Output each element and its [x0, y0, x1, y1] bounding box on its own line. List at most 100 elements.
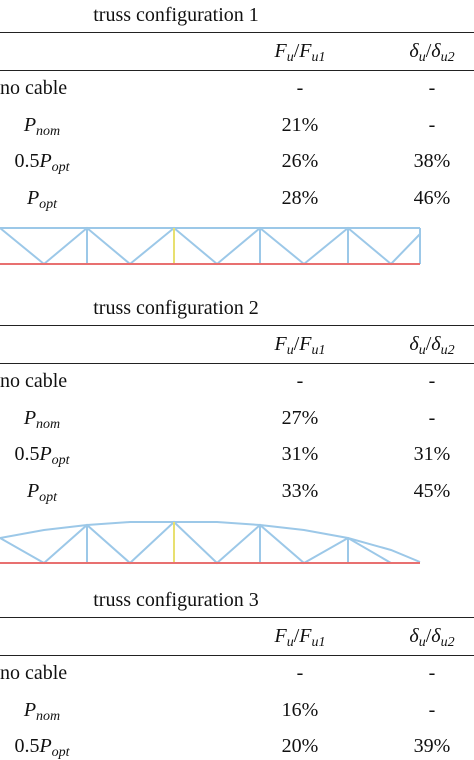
- symbol: F: [299, 625, 312, 647]
- separator: /: [293, 333, 300, 355]
- symbol: F: [274, 40, 287, 62]
- coefficient: 0.5: [14, 150, 40, 172]
- cell-value: -: [428, 407, 436, 429]
- cell-value: -: [428, 114, 436, 136]
- row-label: Pnom: [23, 113, 61, 139]
- subscript: u2: [440, 50, 455, 65]
- subscript: nom: [36, 417, 61, 432]
- subscript: nom: [36, 709, 61, 724]
- cell-value: -: [428, 662, 436, 684]
- row-label: Popt: [26, 479, 58, 505]
- row-label: Popt: [26, 186, 58, 212]
- cell-value: 21%: [281, 114, 319, 136]
- subscript: opt: [51, 745, 70, 760]
- symbol: P: [23, 699, 37, 721]
- cell-value: 27%: [281, 407, 319, 429]
- subscript: u: [286, 635, 294, 650]
- column-header: Fu/Fu1: [274, 39, 326, 65]
- coefficient: 0.5: [14, 443, 40, 465]
- symbol: P: [39, 443, 52, 465]
- rule: [0, 325, 474, 326]
- cell-value: 28%: [281, 187, 319, 209]
- symbol: P: [39, 150, 52, 172]
- row-label: Pnom: [23, 698, 61, 724]
- truss-2-drawing: [0, 520, 421, 565]
- subscript: u: [418, 343, 426, 358]
- cell-value: -: [428, 699, 436, 721]
- subscript: u2: [440, 343, 455, 358]
- rule: [0, 655, 474, 656]
- cell-value: 26%: [281, 150, 319, 172]
- section-title: truss configuration 3: [93, 589, 259, 611]
- truss-1-drawing: [0, 226, 421, 266]
- row-label: 0.5Popt: [14, 442, 70, 468]
- row-label: 0.5Popt: [14, 149, 70, 175]
- separator: /: [293, 625, 300, 647]
- rule: [0, 32, 474, 33]
- symbol: F: [299, 333, 312, 355]
- subscript: u: [418, 635, 426, 650]
- row-label: Pnom: [23, 406, 61, 432]
- column-header: δu/δu2: [409, 332, 455, 358]
- symbol: δ: [409, 625, 419, 647]
- cell-value: 20%: [281, 735, 319, 757]
- cell-value: 38%: [413, 150, 451, 172]
- cell-value: 46%: [413, 187, 451, 209]
- row-label: no cable: [0, 370, 68, 392]
- separator: /: [425, 333, 432, 355]
- subscript: opt: [51, 453, 70, 468]
- symbol: F: [299, 40, 312, 62]
- row-label: no cable: [0, 662, 68, 684]
- symbol: P: [23, 114, 37, 136]
- cell-value: -: [428, 370, 436, 392]
- cell-value: -: [296, 662, 304, 684]
- coefficient: 0.5: [14, 735, 40, 757]
- rule: [0, 363, 474, 364]
- cell-value: 31%: [413, 443, 451, 465]
- subscript: u2: [440, 635, 455, 650]
- cell-value: -: [296, 370, 304, 392]
- subscript: opt: [39, 197, 58, 212]
- subscript: opt: [51, 160, 70, 175]
- column-header: Fu/Fu1: [274, 624, 326, 650]
- symbol: P: [23, 407, 37, 429]
- subscript: nom: [36, 124, 61, 139]
- cell-value: 33%: [281, 480, 319, 502]
- symbol: δ: [409, 333, 419, 355]
- column-header: δu/δu2: [409, 624, 455, 650]
- separator: /: [425, 40, 432, 62]
- cell-value: 39%: [413, 735, 451, 757]
- cell-value: 31%: [281, 443, 319, 465]
- symbol: P: [26, 187, 40, 209]
- rule: [0, 70, 474, 71]
- column-header: δu/δu2: [409, 39, 455, 65]
- symbol: F: [274, 625, 287, 647]
- subscript: u1: [311, 343, 326, 358]
- symbol: δ: [431, 625, 441, 647]
- separator: /: [425, 625, 432, 647]
- symbol: P: [26, 480, 40, 502]
- subscript: u: [286, 343, 294, 358]
- cell-value: 45%: [413, 480, 451, 502]
- separator: /: [293, 40, 300, 62]
- symbol: δ: [431, 40, 441, 62]
- section-title: truss configuration 1: [93, 4, 259, 26]
- symbol: δ: [431, 333, 441, 355]
- symbol: P: [39, 735, 52, 757]
- subscript: u: [286, 50, 294, 65]
- row-label: no cable: [0, 77, 68, 99]
- symbol: F: [274, 333, 287, 355]
- subscript: u: [418, 50, 426, 65]
- subscript: opt: [39, 490, 58, 505]
- rule: [0, 617, 474, 618]
- cell-value: -: [296, 77, 304, 99]
- column-header: Fu/Fu1: [274, 332, 326, 358]
- section-title: truss configuration 2: [93, 297, 259, 319]
- symbol: δ: [409, 40, 419, 62]
- row-label: 0.5Popt: [14, 734, 70, 760]
- subscript: u1: [311, 50, 326, 65]
- subscript: u1: [311, 635, 326, 650]
- cell-value: 16%: [281, 699, 319, 721]
- cell-value: -: [428, 77, 436, 99]
